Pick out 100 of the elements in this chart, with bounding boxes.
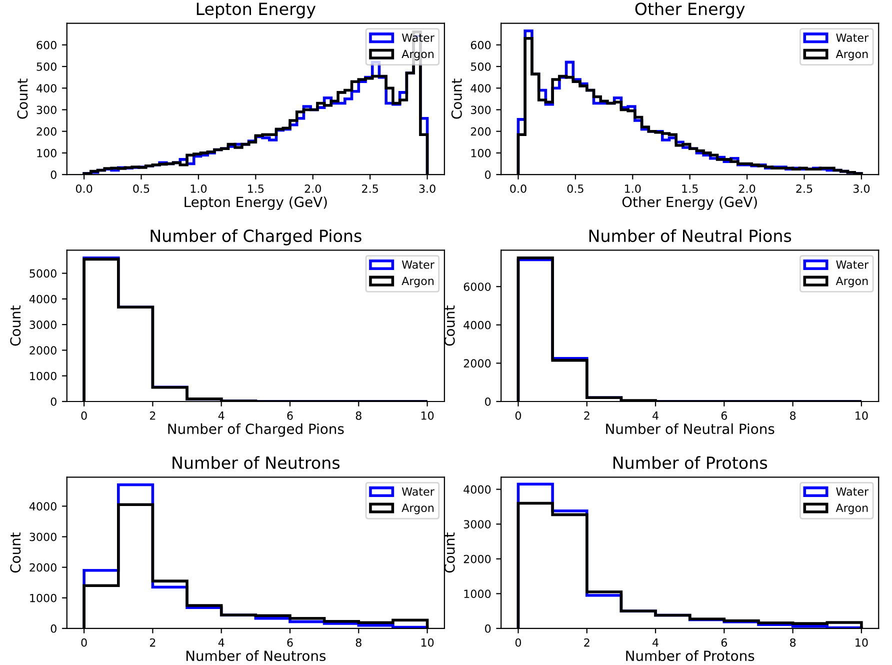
y-tick-label: 0 (485, 170, 491, 179)
x-tick-label: 2.0 (739, 184, 756, 193)
legend-label: Argon (836, 50, 868, 60)
x-axis-title: Number of Protons (626, 650, 754, 662)
x-tick-label: 2.0 (304, 184, 321, 193)
chart-title: Number of Neutrons (172, 456, 340, 470)
legend-label: Argon (402, 504, 434, 514)
x-axis-title: Lepton Energy (GeV) (184, 196, 327, 210)
y-tick-label: 0 (485, 397, 491, 406)
x-tick-label: 6 (287, 638, 293, 647)
y-tick-label: 5000 (30, 269, 56, 278)
x-tick-label: 4 (218, 412, 224, 420)
y-tick-label: 300 (470, 106, 491, 114)
legend-label: Water (402, 260, 434, 269)
y-tick-label: 100 (471, 148, 491, 158)
legend-label: Argon (836, 504, 868, 514)
x-tick-label: 0.5 (567, 184, 584, 193)
x-tick-label: 0.5 (133, 184, 150, 193)
y-tick-label: 0 (50, 397, 56, 406)
legend-label: Water (836, 487, 869, 496)
y-tick-label: 2000 (30, 346, 56, 355)
x-tick-label: 1.5 (248, 184, 264, 193)
x-tick-label: 8 (356, 411, 362, 420)
x-tick-label: 2.5 (796, 184, 812, 193)
chart-title: Number of Charged Pions (150, 229, 362, 246)
legend-label: Argon (836, 276, 868, 288)
chart-title: Lepton Energy (196, 2, 316, 18)
x-tick-label: 0 (81, 638, 87, 647)
x-tick-label: 3.0 (853, 184, 870, 193)
y-tick-label: 3000 (30, 320, 56, 329)
x-tick-label: 1.5 (682, 184, 698, 193)
x-tick-label: 8 (790, 411, 796, 420)
x-tick-label: 2 (150, 638, 156, 647)
legend-label: Water (402, 34, 434, 42)
x-tick-label: 10 (421, 638, 434, 647)
x-tick-label: 6 (721, 411, 728, 420)
y-tick-label: 4000 (29, 294, 56, 304)
x-tick-label: 10 (856, 638, 868, 647)
y-tick-label: 2000 (464, 359, 491, 368)
x-tick-label: 6 (287, 411, 293, 420)
x-tick-label: 0 (515, 638, 522, 647)
y-axis-title: Count (10, 532, 21, 573)
y-tick-label: 1000 (30, 372, 56, 380)
x-axis-title: Number of Neutrons (186, 650, 326, 662)
chart-title: Other Energy (635, 2, 745, 18)
y-tick-label: 2000 (30, 563, 56, 572)
x-axis-title: Number of Neutral Pions (606, 423, 774, 434)
y-tick-label: 400 (36, 84, 56, 92)
y-tick-label: 4000 (29, 502, 56, 511)
y-axis-title: Count (10, 306, 21, 346)
y-tick-label: 2000 (464, 554, 491, 564)
legend-label: Argon (402, 276, 434, 288)
y-tick-label: 600 (36, 40, 56, 50)
x-tick-label: 0.0 (76, 184, 92, 193)
x-tick-label: 2 (150, 411, 156, 420)
x-tick-label: 1.0 (190, 184, 207, 193)
x-tick-label: 10 (856, 411, 868, 420)
x-tick-label: 0 (81, 411, 87, 420)
y-tick-label: 6000 (464, 282, 491, 291)
y-axis-title: Count (451, 78, 462, 119)
x-tick-label: 8 (790, 638, 796, 647)
x-tick-label: 2 (584, 411, 590, 420)
x-tick-label: 4 (652, 638, 658, 647)
x-tick-label: 10 (421, 411, 434, 420)
legend-label: Argon (402, 50, 434, 60)
y-tick-label: 0 (50, 624, 56, 633)
legend-label: Water (836, 34, 869, 42)
y-tick-label: 1000 (464, 590, 491, 598)
x-tick-label: 4 (218, 638, 224, 647)
x-tick-label: 6 (721, 638, 728, 647)
x-axis-title: Number of Charged Pions (168, 423, 344, 437)
chart-title: Number of Neutral Pions (589, 229, 792, 242)
y-tick-label: 200 (470, 127, 491, 136)
y-tick-label: 1000 (30, 594, 56, 602)
y-tick-label: 600 (470, 40, 491, 50)
y-axis-title: Count (444, 306, 455, 346)
y-tick-label: 100 (37, 148, 56, 158)
x-tick-label: 3.0 (419, 184, 436, 193)
x-tick-label: 8 (356, 638, 362, 647)
y-tick-label: 3000 (30, 532, 56, 542)
y-tick-label: 0 (50, 170, 56, 179)
x-tick-label: 0 (515, 411, 522, 420)
y-tick-label: 300 (36, 106, 56, 114)
x-tick-label: 2 (584, 638, 590, 647)
x-tick-label: 2.5 (362, 184, 378, 193)
y-tick-label: 500 (36, 62, 56, 71)
y-tick-label: 500 (471, 62, 491, 71)
legend-label: Water (402, 487, 434, 496)
y-tick-label: 400 (470, 84, 491, 92)
x-tick-label: 0.0 (510, 184, 526, 193)
chart-title: Number of Protons (613, 456, 768, 470)
x-axis-title: Other Energy (GeV) (622, 196, 757, 210)
y-tick-label: 4000 (464, 320, 491, 330)
y-tick-label: 3000 (464, 520, 491, 528)
legend-label: Water (836, 260, 869, 269)
y-axis-title: Count (17, 78, 28, 119)
y-tick-label: 200 (36, 127, 56, 136)
x-tick-label: 4 (652, 412, 658, 420)
y-tick-label: 4000 (464, 485, 491, 494)
x-tick-label: 1.0 (625, 184, 641, 193)
